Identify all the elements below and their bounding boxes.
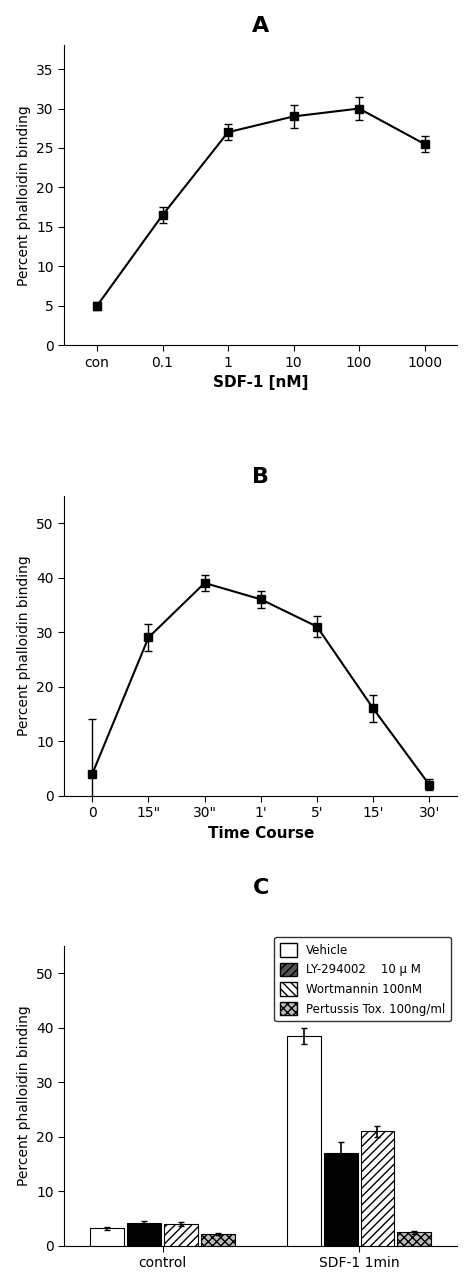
Y-axis label: Percent phalloidin binding: Percent phalloidin binding: [17, 1005, 31, 1187]
Bar: [397, 1232, 431, 1246]
Text: C: C: [253, 878, 269, 898]
Bar: [324, 1153, 357, 1246]
X-axis label: Time Course: Time Course: [208, 825, 314, 840]
Bar: [91, 1229, 124, 1246]
Text: A: A: [252, 17, 269, 36]
Legend: Vehicle, LY-294002    10 μ M, Wortmannin 100nM, Pertussis Tox. 100ng/ml: Vehicle, LY-294002 10 μ M, Wortmannin 10…: [274, 937, 451, 1022]
Y-axis label: Percent phalloidin binding: Percent phalloidin binding: [17, 106, 31, 286]
Text: B: B: [252, 467, 269, 486]
Bar: [361, 1131, 394, 1246]
X-axis label: SDF-1 [nM]: SDF-1 [nM]: [213, 376, 309, 390]
Bar: [201, 1234, 235, 1246]
Bar: [127, 1223, 161, 1246]
Bar: [287, 1036, 321, 1246]
Y-axis label: Percent phalloidin binding: Percent phalloidin binding: [17, 555, 31, 736]
Bar: [164, 1224, 198, 1246]
